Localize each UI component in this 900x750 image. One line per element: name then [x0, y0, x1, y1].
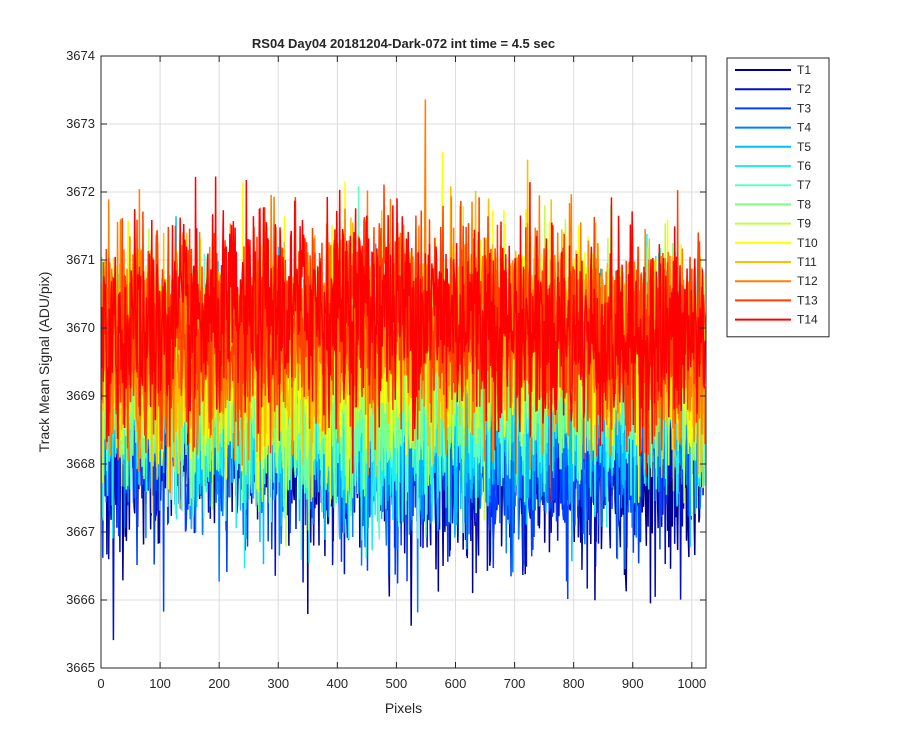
x-axis-label: Pixels — [385, 700, 422, 716]
x-tick-label: 0 — [97, 676, 104, 691]
y-tick-label: 3669 — [66, 388, 95, 403]
legend-label-t9: T9 — [797, 217, 811, 231]
legend-label-t12: T12 — [797, 274, 818, 288]
legend-label-t8: T8 — [797, 197, 811, 211]
legend-label-t2: T2 — [797, 82, 811, 96]
x-tick-label: 200 — [208, 676, 230, 691]
legend-label-t5: T5 — [797, 140, 811, 154]
legend-label-t14: T14 — [797, 313, 818, 327]
y-tick-label: 3666 — [66, 592, 95, 607]
plot-frame — [100, 55, 707, 669]
x-tick-label: 700 — [504, 676, 526, 691]
legend-label-t13: T13 — [797, 293, 818, 307]
legend-label-t4: T4 — [797, 121, 811, 135]
y-tick-label: 3671 — [66, 252, 95, 267]
y-tick-label: 3672 — [66, 184, 95, 199]
y-tick-label: 3673 — [66, 116, 95, 131]
y-tick-label: 3670 — [66, 320, 95, 335]
legend-label-t1: T1 — [797, 63, 811, 77]
x-tick-label: 800 — [563, 676, 585, 691]
legend-label-t11: T11 — [797, 255, 817, 269]
legend-box — [726, 57, 830, 338]
x-tick-label: 400 — [326, 676, 348, 691]
y-tick-label: 3665 — [66, 660, 95, 675]
x-tick-label: 600 — [445, 676, 467, 691]
x-tick-label: 1000 — [677, 676, 706, 691]
y-tick-label: 3674 — [66, 48, 95, 63]
legend-label-t7: T7 — [797, 178, 811, 192]
legend-label-t6: T6 — [797, 159, 811, 173]
legend-label-t3: T3 — [797, 101, 811, 115]
x-tick-label: 300 — [267, 676, 289, 691]
legend: T1 T2 T3 T4 T5 T6 T7 T8 T9 T10 T11 T12 T13 T14 — [726, 57, 830, 338]
series-line-t14 — [101, 176, 706, 503]
y-axis-label: Track Mean Signal (ADU/pix) — [36, 272, 52, 453]
axis-ticks: 0 100 200 300 400 500 600 700 800 900 1000 3665 3666… — [66, 48, 706, 691]
chart-title: RS04 Day04 20181204-Dark-072 int time = … — [252, 36, 555, 51]
x-tick-label: 900 — [622, 676, 644, 691]
legend-label-t10: T10 — [797, 236, 818, 250]
series-lines — [101, 99, 706, 641]
y-tick-label: 3667 — [66, 524, 95, 539]
x-tick-label: 500 — [386, 676, 408, 691]
x-tick-label: 100 — [149, 676, 171, 691]
y-tick-label: 3668 — [66, 456, 95, 471]
